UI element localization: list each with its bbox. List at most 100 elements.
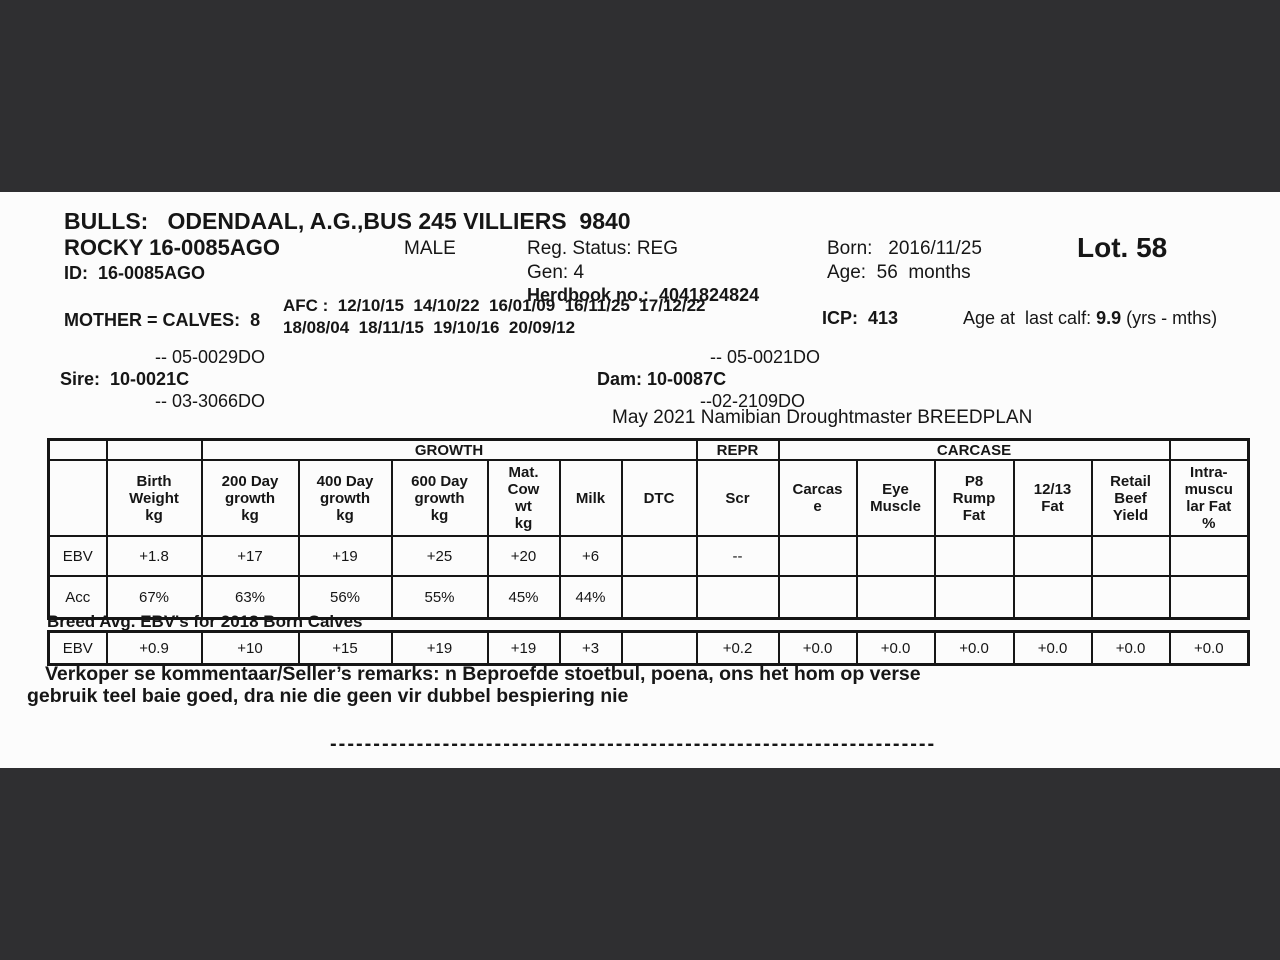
- seller-remarks-line2: gebruik teel baie goed, dra nie die geen…: [27, 685, 629, 707]
- column-header-eye-muscle: Eye Muscle: [855, 459, 936, 537]
- avg-12-13-fat: +0.0: [1012, 630, 1093, 666]
- avg-carcase: +0.0: [777, 630, 858, 666]
- group-header-row: GROWTH REPR CARCASE: [47, 438, 1250, 461]
- dam-grandsire: -- 05-0021DO: [710, 347, 821, 367]
- acc-dtc: [620, 575, 698, 620]
- avg-intramuscular-fat: +0.0: [1168, 630, 1250, 666]
- acc-retail-beef-yield: [1090, 575, 1171, 620]
- dam-granddam: --02-2109DO: [700, 391, 806, 411]
- avg-mat-cow-wt: +19: [486, 630, 561, 666]
- herdbook-number: Herdbook no.: 4041824824: [527, 285, 760, 305]
- column-header-200-day: 200 Day growth kg: [200, 459, 300, 537]
- acc-mat-cow-wt: 45%: [486, 575, 561, 620]
- animal-id: ID: 16-0085AGO: [64, 263, 206, 283]
- breed-avg-table: EBV +0.9 +10 +15 +19 +19 +3 +0.2 +0.0 +0…: [47, 630, 1250, 666]
- lot-number: Lot. 58: [1077, 232, 1168, 263]
- age-at-last-calf-units: (yrs - mths): [1121, 308, 1218, 328]
- age-at-last-calf: Age at last calf: 9.9 (yrs - mths): [963, 308, 1217, 329]
- age: Age: 56 months: [827, 262, 971, 283]
- dam-id: Dam: 10-0087C: [597, 369, 727, 389]
- reg-status: Reg. Status: REG: [527, 238, 679, 259]
- acc-600-day: 55%: [390, 575, 489, 620]
- breed-avg-title: Breed Avg. EBV's for 2018 Born Calves: [47, 612, 363, 631]
- group-blank-imf: [1168, 438, 1250, 461]
- column-header-scr: Scr: [695, 459, 780, 537]
- acc-carcase: [777, 575, 858, 620]
- group-repr: REPR: [695, 438, 780, 461]
- ebv-dtc: [620, 535, 698, 577]
- avg-600-day: +19: [390, 630, 489, 666]
- group-growth: GROWTH: [200, 438, 698, 461]
- ebv-600-day: +25: [390, 535, 489, 577]
- generation: Gen: 4: [527, 262, 585, 283]
- acc-milk: 44%: [558, 575, 623, 620]
- group-carcase: CARCASE: [777, 438, 1171, 461]
- breed-avg-row: EBV +0.9 +10 +15 +19 +19 +3 +0.2 +0.0 +0…: [47, 630, 1250, 666]
- column-header-600-day: 600 Day growth kg: [390, 459, 489, 537]
- avg-p8-rump-fat: +0.0: [933, 630, 1015, 666]
- animal-name: ROCKY 16-0085AGO: [64, 235, 281, 260]
- ebv-scr: --: [695, 535, 780, 577]
- column-header-milk: Milk: [558, 459, 623, 537]
- ebv-12-13-fat: [1012, 535, 1093, 577]
- avg-milk: +3: [558, 630, 623, 666]
- sire-granddam: -- 03-3066DO: [155, 391, 266, 411]
- ebv-row: EBV +1.8 +17 +19 +25 +20 +6 --: [47, 535, 1250, 577]
- ebv-table: GROWTH REPR CARCASE Birth Weight kg 200 …: [47, 438, 1251, 620]
- acc-p8-rump-fat: [933, 575, 1015, 620]
- column-header-row: Birth Weight kg 200 Day growth kg 400 Da…: [47, 459, 1250, 537]
- avg-retail-beef-yield: +0.0: [1090, 630, 1171, 666]
- acc-eye-muscle: [855, 575, 936, 620]
- dashed-divider: ----------------------------------------…: [330, 733, 934, 755]
- ebv-eye-muscle: [855, 535, 936, 577]
- ebv-mat-cow-wt: +20: [486, 535, 561, 577]
- avg-400-day: +15: [297, 630, 393, 666]
- avg-birth-weight: +0.9: [105, 630, 203, 666]
- age-at-last-calf-label: Age at last calf:: [963, 308, 1097, 328]
- sire-grandsire: -- 05-0029DO: [155, 347, 266, 367]
- page-title: BULLS: ODENDAAL, A.G.,BUS 245 VILLIERS 9…: [64, 208, 631, 234]
- row-label-ebv: EBV: [47, 535, 108, 577]
- row-label-acc: Acc: [47, 575, 108, 620]
- born-date: Born: 2016/11/25: [827, 238, 982, 259]
- ebv-retail-beef-yield: [1090, 535, 1171, 577]
- column-header-400-day: 400 Day growth kg: [297, 459, 393, 537]
- seller-remarks-line1: Verkoper se kommentaar/Seller’s remarks:…: [45, 663, 921, 685]
- acc-200-day: 63%: [200, 575, 300, 620]
- column-header-intramuscular-fat: Intra- muscu lar Fat %: [1168, 459, 1250, 537]
- afc-dates-line2: 18/08/04 18/11/15 19/10/16 20/09/12: [283, 318, 576, 337]
- acc-12-13-fat: [1012, 575, 1093, 620]
- breedplan-title: May 2021 Namibian Droughtmaster BREEDPLA…: [612, 407, 1033, 428]
- ebv-200-day: +17: [200, 535, 300, 577]
- ebv-milk: +6: [558, 535, 623, 577]
- avg-eye-muscle: +0.0: [855, 630, 936, 666]
- ebv-p8-rump-fat: [933, 535, 1015, 577]
- column-header-p8-rump-fat: P8 Rump Fat: [933, 459, 1015, 537]
- avg-200-day: +10: [200, 630, 300, 666]
- acc-400-day: 56%: [297, 575, 393, 620]
- sire-id: Sire: 10-0021C: [60, 369, 190, 389]
- breed-avg-row-label: EBV: [47, 630, 108, 666]
- acc-scr: [695, 575, 780, 620]
- mother-calves: MOTHER = CALVES: 8: [64, 310, 261, 330]
- ebv-intramuscular-fat: [1168, 535, 1250, 577]
- column-header-dtc: DTC: [620, 459, 698, 537]
- column-header-12-13-fat: 12/13 Fat: [1012, 459, 1093, 537]
- avg-scr: +0.2: [695, 630, 780, 666]
- column-header-birth-weight: Birth Weight kg: [105, 459, 203, 537]
- age-at-last-calf-value: 9.9: [1096, 308, 1122, 328]
- column-header-mat-cow-wt: Mat. Cow wt kg: [486, 459, 561, 537]
- catalog-page: BULLS: ODENDAAL, A.G.,BUS 245 VILLIERS 9…: [0, 192, 1280, 768]
- group-blank-birthweight: [105, 438, 203, 461]
- animal-sex: MALE: [404, 238, 456, 259]
- afc-dates-line1: AFC : 12/10/15 14/10/22 16/01/09 16/11/2…: [283, 296, 706, 315]
- icp-value: ICP: 413: [822, 308, 899, 328]
- ebv-birth-weight: +1.8: [105, 535, 203, 577]
- column-header-retail-beef-yield: Retail Beef Yield: [1090, 459, 1171, 537]
- ebv-carcase: [777, 535, 858, 577]
- column-header-carcase: Carcas e: [777, 459, 858, 537]
- avg-dtc: [620, 630, 698, 666]
- acc-row: Acc 67% 63% 56% 55% 45% 44%: [47, 575, 1250, 620]
- group-blank-label: [47, 438, 108, 461]
